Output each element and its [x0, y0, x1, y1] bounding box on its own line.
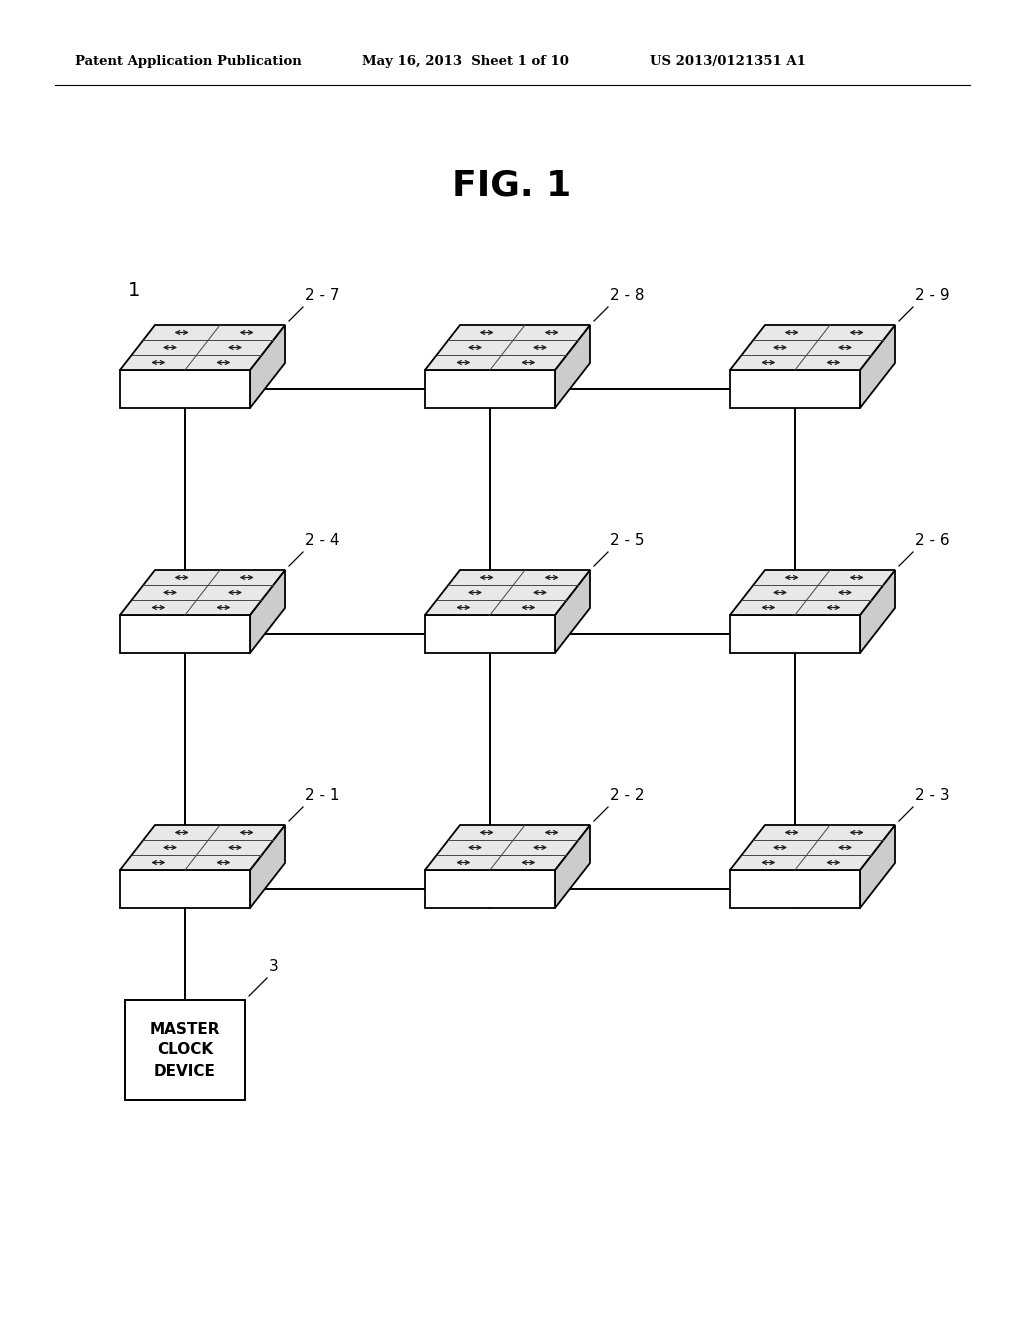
- Text: US 2013/0121351 A1: US 2013/0121351 A1: [650, 55, 806, 69]
- Text: May 16, 2013  Sheet 1 of 10: May 16, 2013 Sheet 1 of 10: [362, 55, 569, 69]
- Polygon shape: [425, 325, 590, 370]
- Text: Patent Application Publication: Patent Application Publication: [75, 55, 302, 69]
- Text: 2 - 4: 2 - 4: [305, 533, 340, 548]
- Text: FIG. 1: FIG. 1: [453, 168, 571, 202]
- Polygon shape: [860, 570, 895, 653]
- Polygon shape: [425, 825, 590, 870]
- Text: 2 - 9: 2 - 9: [915, 288, 949, 304]
- Text: 2 - 1: 2 - 1: [305, 788, 340, 803]
- Polygon shape: [250, 570, 285, 653]
- Text: 2 - 7: 2 - 7: [305, 288, 340, 304]
- Polygon shape: [425, 370, 555, 408]
- Polygon shape: [120, 615, 250, 653]
- Polygon shape: [120, 825, 285, 870]
- Polygon shape: [425, 870, 555, 908]
- Text: 3: 3: [269, 960, 279, 974]
- Text: 2 - 8: 2 - 8: [610, 288, 644, 304]
- Text: 1: 1: [128, 281, 140, 300]
- Polygon shape: [730, 825, 895, 870]
- Polygon shape: [555, 570, 590, 653]
- Polygon shape: [120, 325, 285, 370]
- Polygon shape: [860, 325, 895, 408]
- Text: 2 - 5: 2 - 5: [610, 533, 644, 548]
- Polygon shape: [425, 615, 555, 653]
- Polygon shape: [120, 570, 285, 615]
- Polygon shape: [730, 870, 860, 908]
- Polygon shape: [555, 825, 590, 908]
- Text: 2 - 3: 2 - 3: [915, 788, 949, 803]
- Polygon shape: [120, 370, 250, 408]
- Text: MASTER
CLOCK
DEVICE: MASTER CLOCK DEVICE: [150, 1022, 220, 1078]
- Polygon shape: [730, 570, 895, 615]
- Text: 2 - 6: 2 - 6: [915, 533, 949, 548]
- Polygon shape: [730, 615, 860, 653]
- Polygon shape: [250, 825, 285, 908]
- Polygon shape: [120, 870, 250, 908]
- Polygon shape: [425, 570, 590, 615]
- Polygon shape: [860, 825, 895, 908]
- Polygon shape: [730, 325, 895, 370]
- Polygon shape: [250, 325, 285, 408]
- Text: 2 - 2: 2 - 2: [610, 788, 644, 803]
- Polygon shape: [555, 325, 590, 408]
- Polygon shape: [730, 370, 860, 408]
- Bar: [125, 1001, 245, 1100]
